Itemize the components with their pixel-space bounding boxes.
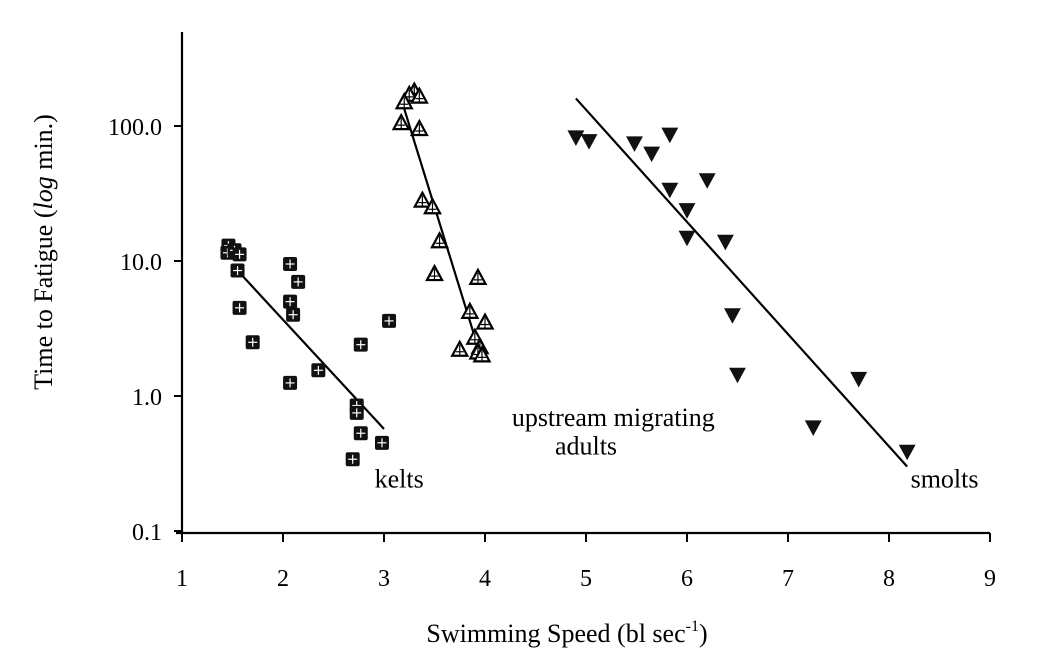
data-point-square — [230, 263, 245, 278]
x-tick-label: 2 — [277, 566, 289, 592]
x-tick-label: 9 — [984, 566, 996, 592]
data-point-triangle-open — [391, 112, 411, 131]
y-axis-title: Time to Fatigue (log min.) — [29, 114, 58, 390]
data-point-square — [345, 452, 360, 467]
x-tick-label: 3 — [378, 566, 390, 592]
data-point-triangle-down — [850, 371, 868, 388]
data-point-triangle-open — [425, 263, 444, 282]
data-point-triangle-open — [423, 196, 442, 215]
data-point-triangle-open — [412, 190, 432, 208]
data-point-square — [283, 375, 298, 390]
data-point-triangle-open — [394, 91, 414, 110]
data-point-triangle-down — [804, 420, 822, 436]
data-point-triangle-open — [409, 86, 429, 104]
data-point-triangle-open — [430, 230, 449, 249]
data-point-square — [291, 274, 306, 289]
x-tick-label: 8 — [883, 566, 895, 592]
y-tick-label: 0.1 — [132, 520, 162, 546]
group-label: smolts — [911, 465, 979, 494]
data-point-triangle-down — [567, 130, 585, 146]
data-point-square — [232, 247, 247, 262]
data-point-triangle-down — [716, 234, 734, 251]
data-point-square — [286, 307, 301, 322]
data-point-triangle-down — [626, 136, 643, 152]
data-point-square — [311, 363, 326, 378]
data-point-square — [353, 426, 368, 441]
data-point-square — [232, 300, 247, 315]
x-tick-label: 7 — [782, 566, 794, 592]
y-tick-label: 10.0 — [120, 250, 162, 276]
data-point-triangle-down — [678, 203, 696, 219]
ticks-layer: 1 2 3 4 5 6 7 8 9 0.1 1.0 10.0 100.0 — [108, 115, 996, 592]
data-point-square — [353, 337, 368, 352]
data-point-triangle-down — [580, 134, 598, 150]
data-point-triangle-down — [643, 146, 661, 163]
group-label: adults — [555, 431, 617, 460]
data-point-triangle-open — [409, 118, 429, 137]
x-tick-label: 6 — [681, 566, 693, 592]
data-point-triangle-down — [729, 367, 746, 384]
data-point-triangle-down — [724, 308, 741, 324]
data-point-triangle-down — [698, 173, 716, 189]
data-point-triangle-down — [661, 182, 679, 199]
points-layer — [220, 81, 916, 467]
y-tick-label: 100.0 — [108, 115, 162, 141]
y-tick-label: 1.0 — [132, 385, 162, 411]
data-point-square — [374, 435, 389, 450]
x-tick-label: 1 — [176, 566, 188, 592]
data-point-square — [283, 294, 298, 309]
regression-line-1 — [401, 101, 479, 348]
data-point-triangle-down — [661, 127, 679, 144]
data-point-triangle-down — [898, 444, 916, 461]
x-axis-title: Swimming Speed (bl sec-1) — [426, 618, 707, 648]
data-point-triangle-down — [678, 230, 696, 247]
regression-line-2 — [575, 97, 908, 468]
group-label: upstream migrating — [512, 403, 715, 432]
data-point-triangle-open — [472, 345, 492, 363]
data-point-triangle-open — [450, 339, 470, 357]
group-label: kelts — [375, 465, 424, 494]
data-point-square — [382, 313, 397, 328]
data-point-square — [349, 405, 364, 420]
data-point-triangle-open — [468, 267, 488, 285]
x-tick-label: 5 — [580, 566, 592, 592]
x-tick-label: 4 — [479, 566, 491, 592]
data-point-triangle-open — [460, 301, 480, 319]
data-point-square — [283, 257, 298, 272]
data-point-square — [245, 335, 260, 350]
data-point-triangle-open — [475, 312, 495, 330]
